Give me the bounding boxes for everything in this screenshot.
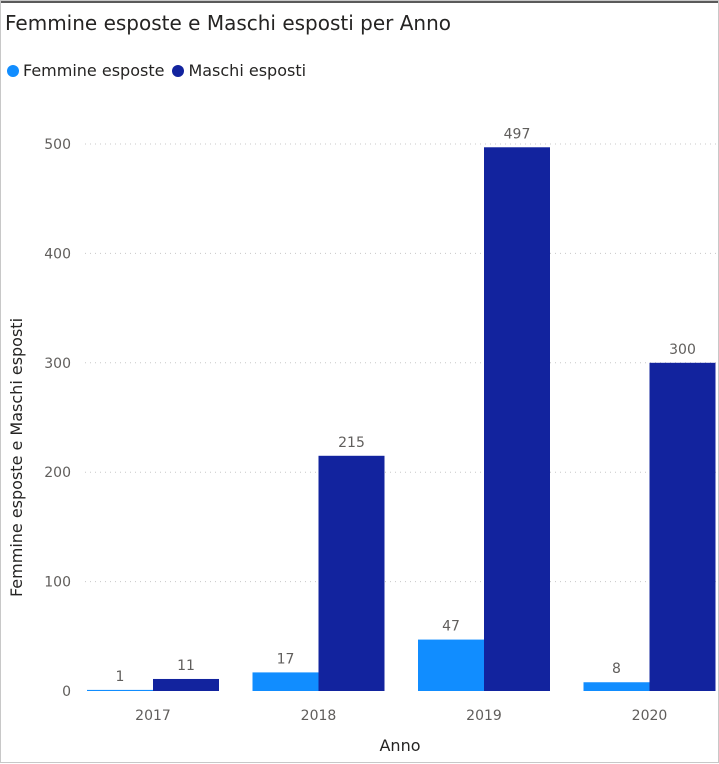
- x-axis-title: Anno: [379, 736, 420, 755]
- chart-title: Femmine esposte e Maschi esposti per Ann…: [5, 11, 452, 35]
- x-tick-label: 2017: [135, 708, 171, 724]
- y-tick-label: 500: [44, 137, 71, 153]
- data-label: 17: [277, 651, 295, 667]
- legend-label-femmine: Femmine esposte: [23, 61, 165, 80]
- data-label: 8: [612, 661, 621, 677]
- y-axis-title: Femmine esposte e Maschi esposti: [7, 318, 26, 597]
- y-tick-label: 200: [44, 465, 71, 481]
- top-border: [1, 1, 718, 3]
- bar-femmine-2020: [583, 682, 650, 691]
- data-label: 47: [442, 619, 460, 635]
- x-tick-label: 2018: [301, 708, 337, 724]
- legend: Femmine esposte Maschi esposti: [7, 61, 314, 80]
- legend-marker-maschi: [172, 64, 185, 77]
- bar-maschi-2017: [153, 678, 219, 691]
- y-tick-label: 400: [44, 246, 71, 262]
- bar-maschi-2020: [649, 362, 716, 691]
- x-tick-label: 2019: [466, 708, 502, 724]
- legend-item-femmine[interactable]: Femmine esposte: [7, 61, 164, 80]
- x-tick-label: 2020: [632, 708, 668, 724]
- bar-maschi-2019: [484, 147, 550, 692]
- legend-item-maschi[interactable]: Maschi esposti: [172, 61, 306, 80]
- y-tick-label: 300: [44, 356, 71, 372]
- data-label: 300: [669, 342, 696, 358]
- y-tick-label: 100: [44, 575, 71, 591]
- legend-marker-femmine: [7, 64, 19, 77]
- data-label: 1: [116, 669, 125, 685]
- y-tick-label: 0: [62, 684, 71, 700]
- data-label: 11: [177, 658, 195, 674]
- data-label: 497: [504, 126, 531, 142]
- bar-femmine-2018: [252, 672, 319, 691]
- data-label: 215: [338, 435, 365, 451]
- bar-maschi-2018: [318, 455, 385, 691]
- bar-femmine-2019: [418, 639, 484, 691]
- legend-label-maschi: Maschi esposti: [188, 61, 307, 80]
- bar-femmine-2017: [87, 689, 153, 691]
